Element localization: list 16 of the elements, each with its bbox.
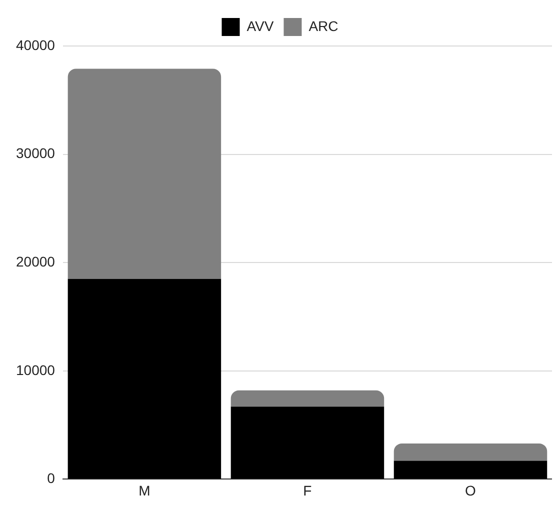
y-tick-label: 40000 [16, 36, 56, 53]
bar [68, 278, 222, 479]
bar [230, 406, 384, 479]
legend-label: ARC [308, 18, 338, 34]
bar [394, 443, 548, 461]
x-tick-label: M [138, 482, 150, 498]
legend-label: AVV [246, 18, 274, 34]
bar [394, 460, 548, 479]
x-tick-label: O [465, 482, 476, 498]
y-tick-label: 30000 [16, 145, 56, 162]
bar [68, 68, 222, 279]
y-tick-label: 0 [47, 470, 56, 486]
bar [230, 390, 384, 407]
y-tick-label: 10000 [16, 362, 56, 378]
y-tick-label: 20000 [16, 253, 56, 270]
x-tick-label: F [303, 482, 312, 498]
